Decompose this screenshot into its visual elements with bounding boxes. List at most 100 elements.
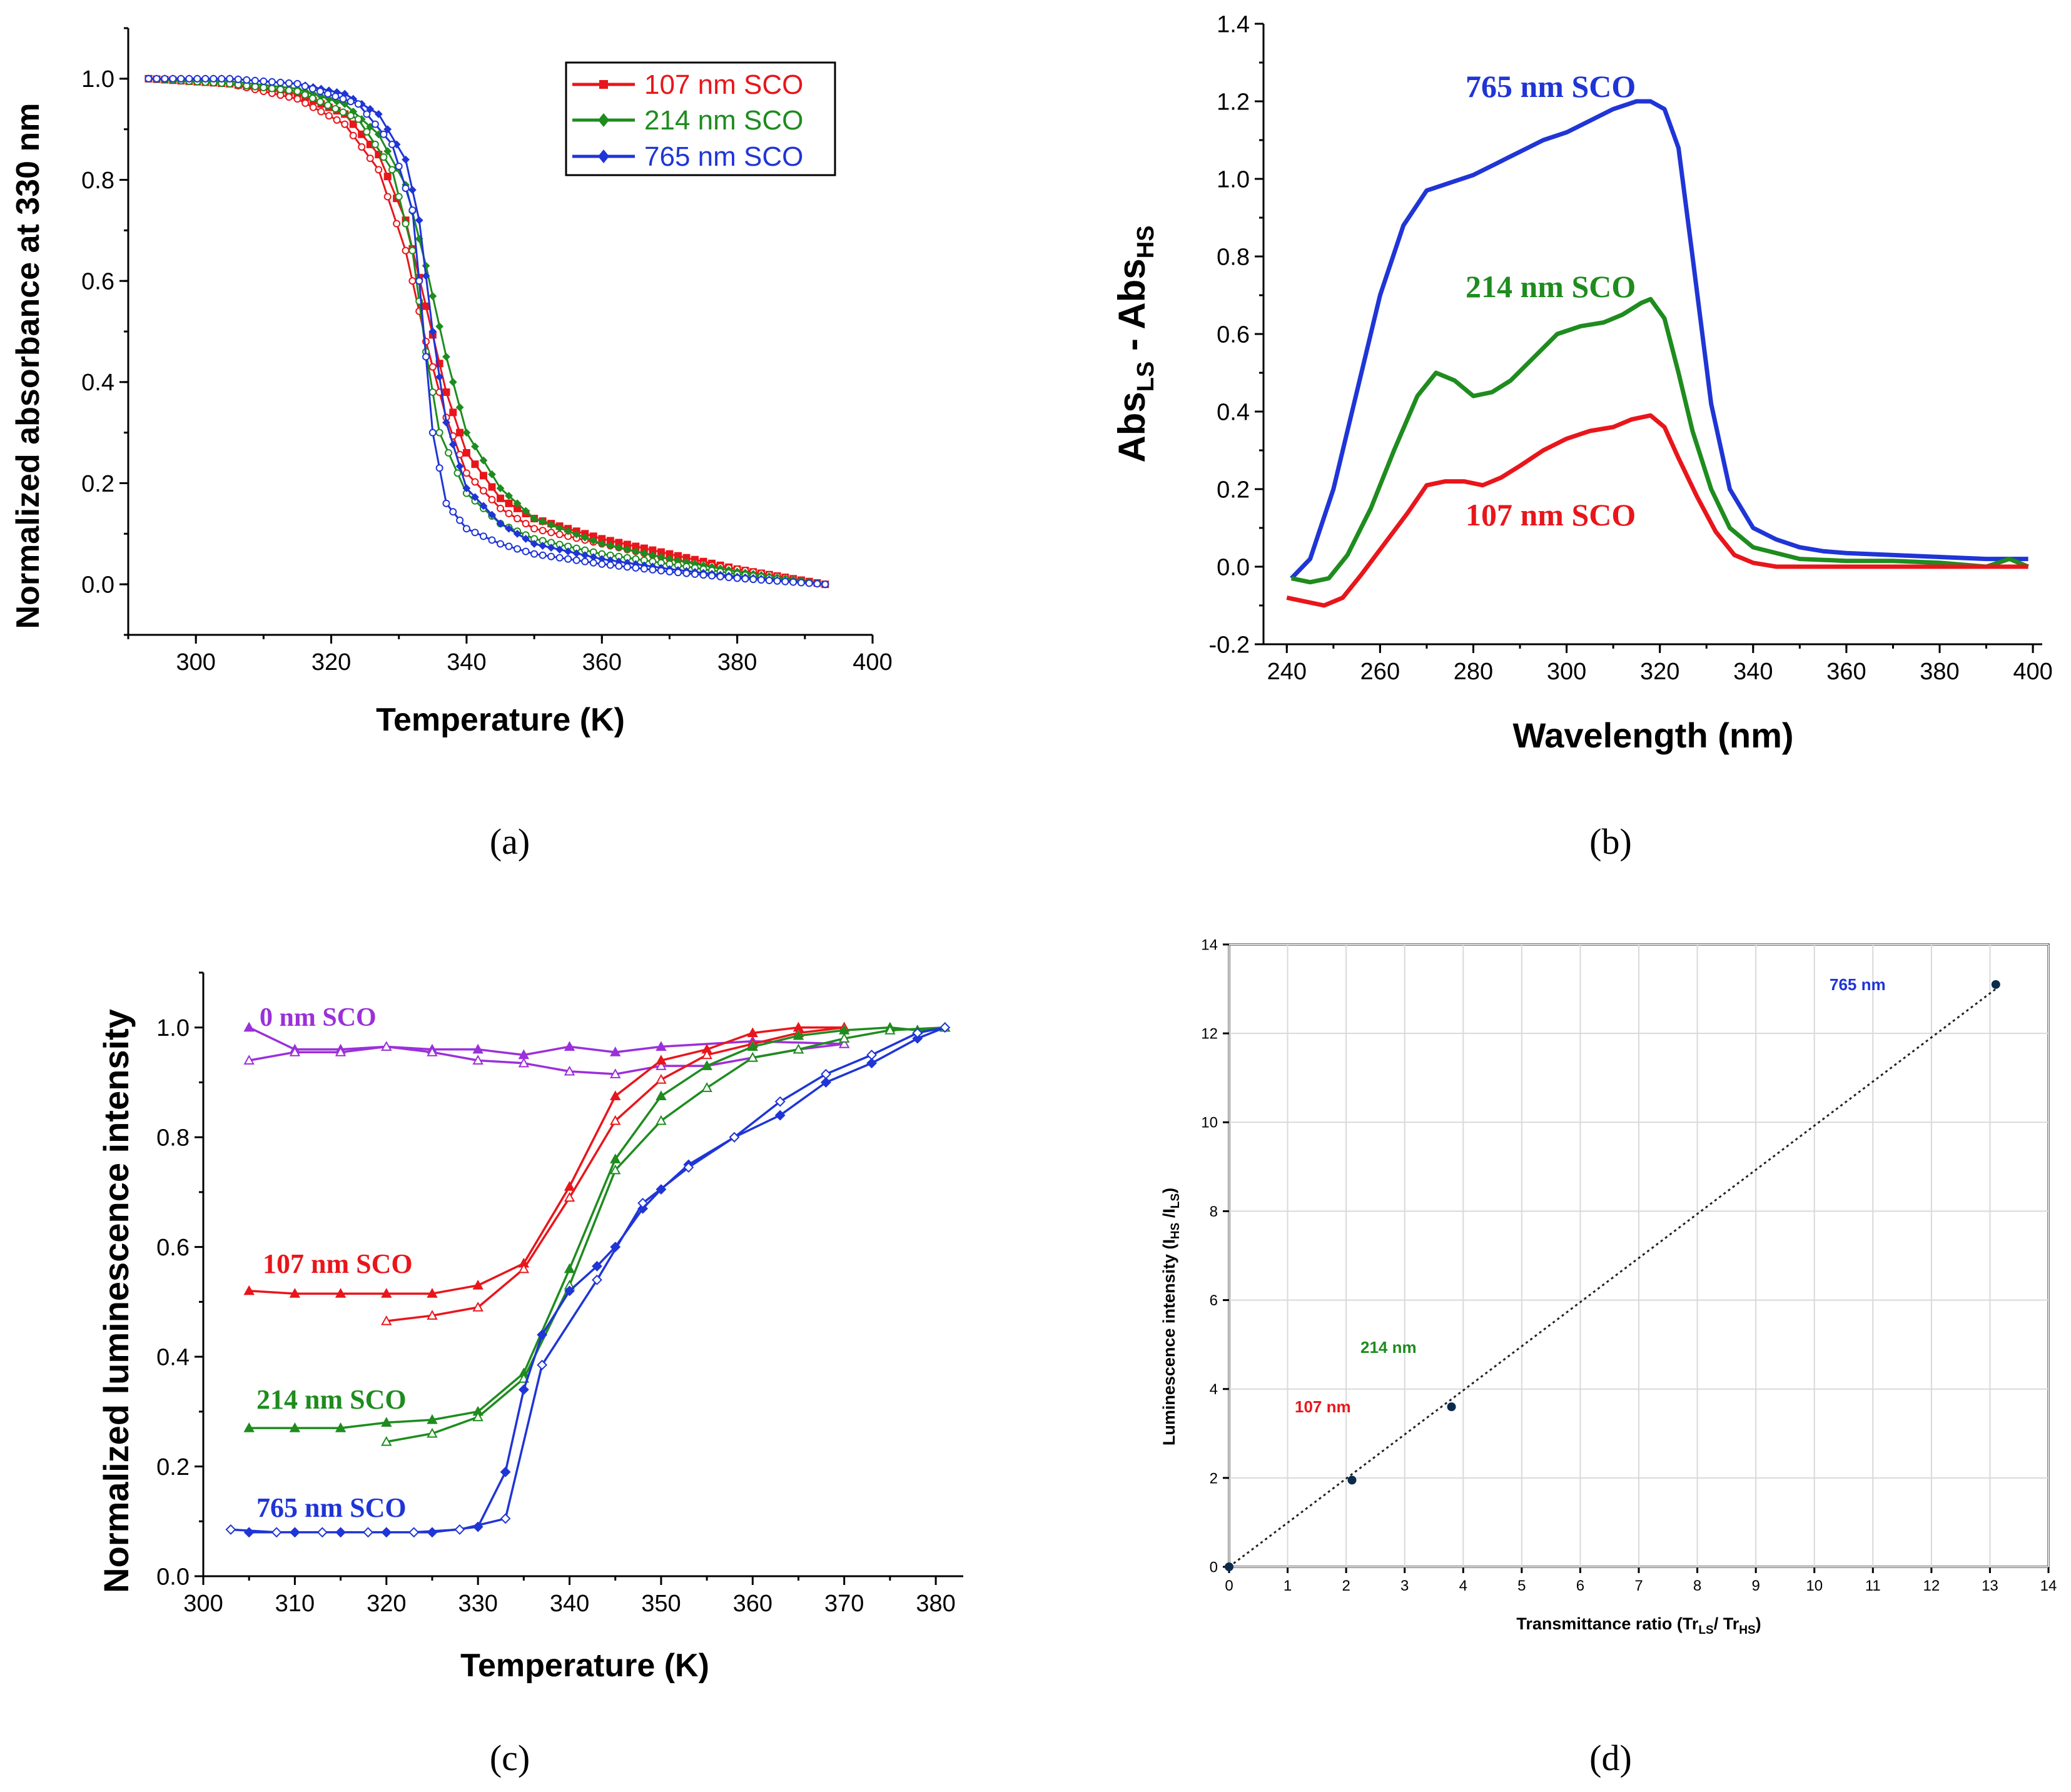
data-point: [792, 1030, 804, 1040]
data-point: [455, 403, 464, 412]
data-point: [555, 545, 564, 554]
data-point: [363, 1527, 373, 1538]
data-point: [518, 1263, 530, 1273]
panel-d-xlabel-mid: / Tr: [1714, 1614, 1739, 1633]
data-point: [276, 78, 285, 86]
data-point: [488, 536, 496, 544]
data-point: [606, 561, 614, 569]
y-tick-label: 1.0: [156, 1015, 190, 1041]
data-point: [243, 1285, 255, 1295]
panel-b-annotation-765: 765 nm SCO: [1466, 69, 1636, 104]
x-tick-label: 320: [367, 1591, 406, 1617]
data-point: [471, 478, 479, 486]
data-point: [564, 1192, 575, 1202]
data-point: [505, 499, 513, 507]
y-tick-label: 0.0: [1217, 554, 1250, 580]
data-point: [427, 1310, 438, 1320]
data-point: [581, 557, 589, 565]
data-point: [225, 1524, 236, 1535]
data-point: [530, 514, 539, 523]
data-point: [153, 74, 161, 83]
x-tick-label: 12: [1923, 1577, 1940, 1594]
data-point: [765, 576, 773, 584]
data-point: [427, 1046, 438, 1056]
data-point: [589, 537, 598, 545]
data-point: [335, 1288, 347, 1298]
x-tick-label: 300: [183, 1591, 223, 1617]
y-tick-label: 0.8: [156, 1125, 190, 1151]
data-point: [522, 535, 530, 543]
data-point: [427, 1288, 438, 1298]
data-point: [301, 99, 310, 107]
data-point: [454, 1524, 465, 1535]
data-point: [708, 572, 716, 580]
data-point: [821, 1077, 831, 1088]
data-point: [479, 502, 488, 510]
data-point: [866, 1058, 878, 1069]
x-tick-label: 300: [1547, 659, 1586, 685]
panel-c-annotation-107: 107 nm SCO: [263, 1248, 413, 1279]
y-tick-label: 0.8: [81, 168, 114, 194]
x-tick-label: 2: [1342, 1577, 1350, 1594]
data-point: [289, 1422, 301, 1432]
data-point: [462, 525, 470, 533]
x-tick-label: 9: [1751, 1577, 1760, 1594]
panel-d-caption: (d): [1589, 1738, 1632, 1778]
panel-d-ylabel-sub1: HS: [1169, 1223, 1182, 1239]
data-point: [268, 78, 276, 86]
data-point: [1991, 980, 2000, 989]
legend-label-107: 107 nm SCO: [644, 69, 803, 100]
y-tick-label: 0: [1210, 1559, 1218, 1576]
data-point: [701, 1082, 712, 1092]
data-point: [395, 162, 403, 170]
y-tick-label: 2: [1210, 1470, 1218, 1487]
panel-b-ylabel-main: Abs: [1111, 392, 1153, 462]
data-point: [912, 1028, 923, 1038]
data-point: [682, 569, 691, 577]
data-point: [564, 1263, 575, 1273]
data-point: [1447, 1402, 1456, 1412]
data-point: [691, 570, 699, 578]
x-tick-label: 14: [2040, 1577, 2057, 1594]
data-point: [289, 1046, 301, 1056]
data-point: [472, 1279, 484, 1290]
panel-d-ylabel-main: Luminescence intensity (I: [1160, 1239, 1178, 1445]
data-point: [349, 120, 357, 128]
data-point: [497, 504, 504, 512]
data-point: [408, 206, 417, 214]
data-point: [427, 1427, 438, 1438]
data-point: [500, 1513, 511, 1524]
data-point: [381, 1417, 392, 1427]
series-line-heating: [249, 1026, 844, 1295]
data-point: [497, 540, 504, 548]
x-tick-label: 380: [916, 1591, 955, 1617]
data-point: [657, 567, 665, 575]
data-point: [479, 532, 487, 540]
y-tick-label: 0.6: [1217, 321, 1250, 348]
data-point: [518, 1384, 529, 1395]
data-point: [381, 1527, 392, 1538]
y-tick-label: 1.2: [1217, 89, 1250, 115]
data-point: [592, 1274, 602, 1285]
panel-d-ylabel-end: ): [1160, 1188, 1178, 1193]
data-point: [656, 1055, 667, 1065]
data-point: [805, 579, 813, 587]
data-point: [522, 547, 530, 555]
data-point: [631, 547, 640, 556]
data-point: [380, 130, 388, 138]
data-point: [366, 104, 375, 113]
data-point: [514, 515, 522, 523]
y-tick-label: 0.4: [81, 370, 114, 396]
y-tick-label: 0.8: [1217, 244, 1250, 270]
data-point: [1225, 1562, 1233, 1571]
data-point: [347, 98, 355, 106]
x-tick-label: 310: [275, 1591, 315, 1617]
data-point: [789, 578, 798, 586]
x-tick-label: 3: [1400, 1577, 1409, 1594]
data-point: [422, 302, 430, 310]
data-point: [435, 360, 443, 368]
x-tick-label: 380: [1920, 659, 1959, 685]
data-point: [539, 551, 547, 559]
y-tick-label: 1.4: [1217, 11, 1250, 38]
